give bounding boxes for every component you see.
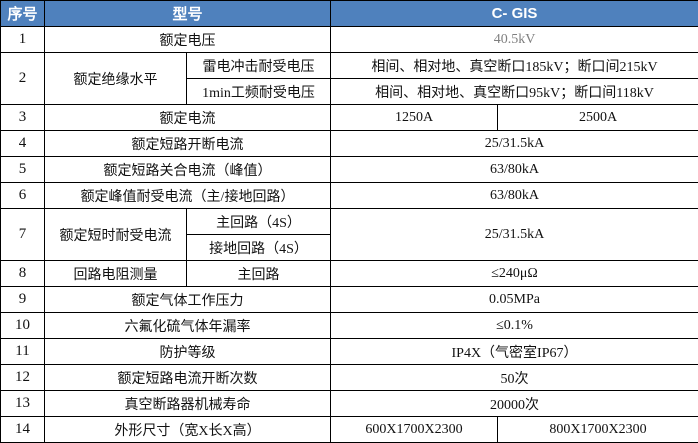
row-8-label: 回路电阻测量: [44, 260, 187, 287]
row-11-value: IP4X（气密室IP67）: [330, 338, 698, 365]
row-10-no: 10: [0, 312, 45, 339]
header-col-model: 型号: [43, 0, 332, 27]
table-row-11: 11 防护等级 IP4X（气密室IP67）: [0, 338, 698, 365]
table-row-4: 4 额定短路开断电流 25/31.5kA: [0, 130, 698, 157]
table-row-9: 9 额定气体工作压力 0.05MPa: [0, 286, 698, 313]
row-8-value: ≤240μΩ: [330, 260, 698, 287]
table-row-13: 13 真空断路器机械寿命 20000次: [0, 390, 698, 417]
row-7-label: 额定短时耐受电流: [44, 208, 187, 261]
table-row-14: 14 外形尺寸（宽X长X高） 600X1700X2300 800X1700X23…: [0, 416, 698, 443]
row-6-value: 63/80kA: [330, 182, 698, 209]
table-row-12: 12 额定短路电流开断次数 50次: [0, 364, 698, 391]
row-2-no: 2: [0, 52, 45, 105]
row-7-sub1-label: 主回路（4S）: [185, 208, 332, 235]
row-10-label: 六氟化硫气体年漏率: [43, 312, 332, 339]
table-row-8: 8 回路电阻测量 主回路 ≤240μΩ: [0, 260, 698, 287]
row-1-value: 40.5kV: [330, 26, 698, 53]
row-14-value-b: 800X1700X2300: [497, 416, 698, 443]
row-12-label: 额定短路电流开断次数: [43, 364, 332, 391]
row-8-sub-label: 主回路: [185, 260, 332, 287]
row-2-sub2-label: 1min工频耐受电压: [185, 78, 332, 105]
row-14-value-a: 600X1700X2300: [330, 416, 499, 443]
row-6-no: 6: [0, 182, 45, 209]
row-12-value: 50次: [330, 364, 698, 391]
header-row: 序号 型号 C- GIS: [0, 0, 698, 27]
table-row-10: 10 六氟化硫气体年漏率 ≤0.1%: [0, 312, 698, 339]
row-9-value: 0.05MPa: [330, 286, 698, 313]
row-6-label: 额定峰值耐受电流（主/接地回路）: [43, 182, 332, 209]
row-13-value: 20000次: [330, 390, 698, 417]
row-8-no: 8: [0, 260, 45, 287]
row-2-sub1-value: 相间、相对地、真空断口185kV；断口间215kV: [330, 52, 698, 79]
table-row-2a: 2 额定绝缘水平 雷电冲击耐受电压 相间、相对地、真空断口185kV；断口间21…: [0, 52, 698, 105]
row-11-no: 11: [0, 338, 45, 365]
row-2-sub2-value: 相间、相对地、真空断口95kV；断口间118kV: [330, 78, 698, 105]
row-14-no: 14: [0, 416, 45, 443]
row-1-label: 额定电压: [43, 26, 332, 53]
table-row-3: 3 额定电流 1250A 2500A: [0, 104, 698, 131]
row-9-label: 额定气体工作压力: [43, 286, 332, 313]
header-col-product: C- GIS: [330, 0, 698, 27]
row-3-no: 3: [0, 104, 45, 131]
table-row-6: 6 额定峰值耐受电流（主/接地回路） 63/80kA: [0, 182, 698, 209]
row-10-value: ≤0.1%: [330, 312, 698, 339]
row-13-label: 真空断路器机械寿命: [43, 390, 332, 417]
row-5-label: 额定短路关合电流（峰值）: [43, 156, 332, 183]
row-5-value: 63/80kA: [330, 156, 698, 183]
row-4-no: 4: [0, 130, 45, 157]
row-7-sub2-label: 接地回路（4S）: [185, 234, 332, 261]
table-row-1: 1 额定电压 40.5kV: [0, 26, 698, 53]
row-11-label: 防护等级: [43, 338, 332, 365]
row-7-value: 25/31.5kA: [330, 208, 698, 261]
header-col-no: 序号: [0, 0, 45, 27]
row-3-value-b: 2500A: [497, 104, 698, 131]
row-1-no: 1: [0, 26, 45, 53]
row-4-label: 额定短路开断电流: [43, 130, 332, 157]
row-9-no: 9: [0, 286, 45, 313]
table-row-2b: 1min工频耐受电压 相间、相对地、真空断口95kV；断口间118kV: [1, 78, 698, 105]
row-12-no: 12: [0, 364, 45, 391]
row-2-label: 额定绝缘水平: [44, 52, 187, 105]
table-row-5: 5 额定短路关合电流（峰值） 63/80kA: [0, 156, 698, 183]
row-2-sub1-label: 雷电冲击耐受电压: [185, 52, 332, 79]
row-3-label: 额定电流: [43, 104, 332, 131]
row-14-label: 外形尺寸（宽X长X高）: [43, 416, 332, 443]
row-4-value: 25/31.5kA: [330, 130, 698, 157]
row-5-no: 5: [0, 156, 45, 183]
table-row-7a: 7 额定短时耐受电流 主回路（4S） 25/31.5kA: [0, 208, 698, 261]
row-3-value-a: 1250A: [330, 104, 499, 131]
row-13-no: 13: [0, 390, 45, 417]
row-7-no: 7: [0, 208, 45, 261]
